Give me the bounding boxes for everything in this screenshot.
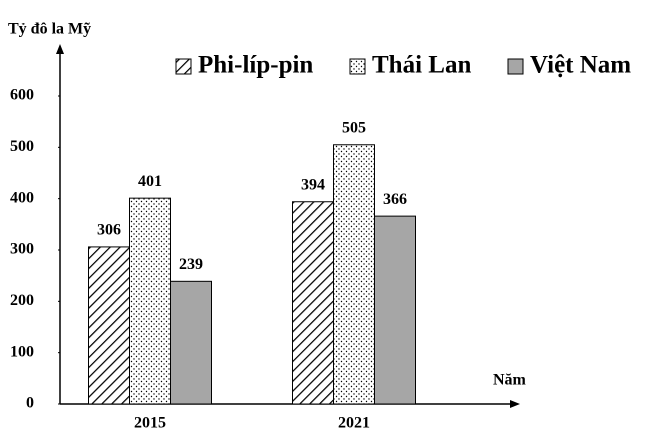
y-axis-label: Tỷ đô la Mỹ [8, 21, 91, 38]
legend-swatch [349, 58, 366, 75]
x-axis-arrow [510, 400, 520, 408]
y-tick-label: 400 [10, 189, 34, 206]
value-label: 394 [301, 176, 325, 193]
value-label: 401 [138, 173, 162, 190]
legend-swatch [175, 58, 192, 75]
value-label: 239 [179, 256, 203, 273]
bar [292, 201, 334, 405]
legend-label: Việt Nam [530, 52, 631, 79]
y-axis-arrow [56, 44, 64, 54]
y-tick-label: 200 [10, 292, 34, 309]
x-axis-label: Năm [493, 372, 527, 389]
y-tick-label: 0 [26, 395, 34, 412]
bar [129, 197, 171, 405]
y-tick-label: 300 [10, 241, 34, 258]
bar [374, 215, 416, 405]
bar [333, 144, 375, 405]
y-tick-label: 100 [10, 343, 34, 360]
value-label: 306 [97, 222, 121, 239]
bar [88, 246, 130, 405]
legend-swatch [507, 58, 524, 75]
x-tick-label: 2021 [338, 415, 370, 432]
bar [170, 280, 212, 405]
value-label: 505 [342, 119, 366, 136]
x-tick-label: 2015 [134, 415, 166, 432]
value-label: 366 [383, 191, 407, 208]
legend-label: Phi-líp-pin [198, 52, 313, 79]
y-tick-label: 500 [10, 138, 34, 155]
legend-label: Thái Lan [372, 52, 471, 79]
y-tick-label: 600 [10, 87, 34, 104]
